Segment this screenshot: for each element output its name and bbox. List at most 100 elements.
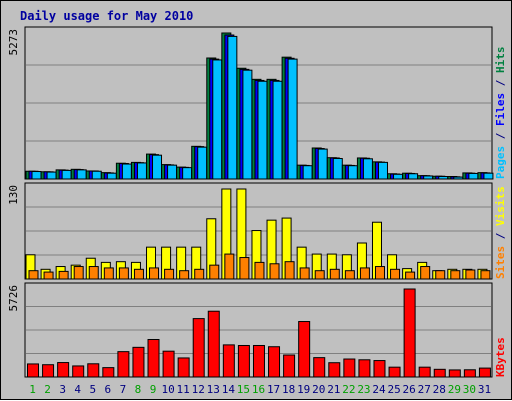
bar-sites-day-7 (118, 267, 129, 280)
x-tick-label: 23 (357, 383, 370, 396)
bar-kbytes-day-14 (222, 344, 235, 378)
bar-pages-day-18 (287, 58, 298, 180)
x-tick-label: 30 (463, 383, 476, 396)
bar-pages-day-6 (106, 172, 117, 180)
bar-pages-day-1 (31, 171, 42, 180)
bar-kbytes-day-15 (237, 344, 250, 378)
y-max-label-hits: 5273 (7, 29, 20, 56)
bar-kbytes-day-28 (433, 368, 446, 378)
bar-sites-day-4 (73, 266, 84, 280)
bar-sites-day-25 (390, 268, 401, 280)
bar-pages-day-25 (393, 173, 404, 180)
legend-hits: Pages / Files / Hits (494, 47, 507, 180)
x-tick-label: 25 (387, 383, 400, 396)
bar-pages-day-29 (453, 176, 464, 180)
bar-kbytes-day-11 (177, 357, 190, 378)
bar-pages-day-14 (227, 35, 238, 180)
bar-kbytes-day-13 (207, 310, 220, 378)
bar-pages-day-15 (242, 69, 253, 180)
x-tick-label: 21 (327, 383, 340, 396)
bar-kbytes-day-24 (373, 360, 386, 378)
legend-visits: Sites / Visits (494, 186, 507, 279)
x-tick-label: 3 (59, 383, 66, 396)
bar-pages-day-17 (272, 80, 283, 180)
bar-pages-day-2 (46, 171, 57, 180)
bar-pages-day-26 (408, 173, 419, 180)
bar-pages-day-10 (167, 164, 178, 180)
bar-kbytes-day-2 (42, 364, 55, 378)
bar-sites-day-12 (194, 268, 205, 280)
x-tick-label: 11 (177, 383, 190, 396)
bar-sites-day-16 (254, 261, 265, 280)
x-tick-label: 15 (237, 383, 250, 396)
bar-kbytes-day-19 (298, 321, 311, 378)
bar-sites-day-28 (435, 270, 446, 280)
bar-sites-day-29 (450, 270, 461, 280)
bar-kbytes-day-4 (72, 365, 85, 378)
legend-part: / (494, 73, 507, 93)
x-tick-label: 31 (478, 383, 491, 396)
bar-sites-day-15 (239, 257, 250, 280)
bar-kbytes-day-10 (162, 350, 175, 378)
x-tick-label: 27 (418, 383, 431, 396)
bar-pages-day-20 (317, 148, 328, 180)
x-tick-label: 16 (252, 383, 265, 396)
bar-pages-day-28 (438, 176, 449, 180)
bar-pages-day-9 (152, 154, 163, 180)
bar-pages-day-4 (76, 169, 87, 180)
x-tick-label: 1 (29, 383, 36, 396)
legend-part: Pages (494, 146, 507, 179)
x-tick-label: 17 (267, 383, 280, 396)
bar-sites-day-27 (420, 266, 431, 280)
bar-pages-day-13 (212, 59, 223, 180)
bar-pages-day-23 (362, 158, 373, 180)
bar-pages-day-21 (332, 158, 343, 180)
bar-sites-day-9 (149, 267, 160, 280)
bar-pages-day-19 (302, 165, 313, 180)
bar-pages-day-27 (423, 175, 434, 180)
chart-title: Daily usage for May 2010 (20, 9, 193, 23)
bar-kbytes-day-16 (252, 344, 265, 378)
bar-sites-day-10 (164, 268, 175, 280)
y-max-label-visits: 130 (7, 185, 20, 205)
bar-kbytes-day-25 (388, 366, 401, 378)
bar-pages-day-7 (121, 163, 132, 180)
bar-pages-day-11 (182, 167, 193, 180)
bar-sites-day-3 (58, 270, 69, 280)
bar-kbytes-day-29 (448, 369, 461, 378)
bar-sites-day-8 (133, 268, 144, 280)
bar-sites-day-20 (314, 270, 325, 280)
x-tick-label: 20 (312, 383, 325, 396)
bar-sites-day-22 (344, 270, 355, 280)
bar-kbytes-day-23 (358, 359, 371, 378)
bar-kbytes-day-26 (403, 288, 416, 378)
x-tick-label: 2 (44, 383, 51, 396)
x-tick-label: 5 (89, 383, 96, 396)
bar-kbytes-day-31 (478, 367, 491, 378)
bar-pages-day-12 (197, 146, 208, 180)
x-tick-label: 12 (192, 383, 205, 396)
x-tick-label: 29 (448, 383, 461, 396)
bar-kbytes-day-7 (117, 351, 130, 378)
x-tick-label: 13 (207, 383, 220, 396)
bar-pages-day-16 (257, 80, 268, 180)
bar-sites-day-17 (269, 263, 280, 280)
bar-pages-day-24 (377, 161, 388, 180)
bar-kbytes-day-12 (192, 318, 205, 378)
x-tick-label: 28 (433, 383, 446, 396)
x-tick-label: 6 (105, 383, 112, 396)
bar-kbytes-day-20 (313, 357, 326, 378)
bar-sites-day-26 (405, 271, 416, 280)
x-tick-label: 7 (120, 383, 127, 396)
bar-kbytes-day-21 (328, 362, 341, 378)
bar-sites-day-1 (28, 270, 39, 280)
legend-part: / (494, 126, 507, 146)
bar-kbytes-day-27 (418, 366, 431, 378)
x-tick-label: 4 (74, 383, 81, 396)
x-tick-label: 9 (150, 383, 157, 396)
bar-pages-day-3 (61, 169, 72, 180)
x-tick-label: 8 (135, 383, 142, 396)
legend-kbytes: KBytes (494, 337, 507, 377)
